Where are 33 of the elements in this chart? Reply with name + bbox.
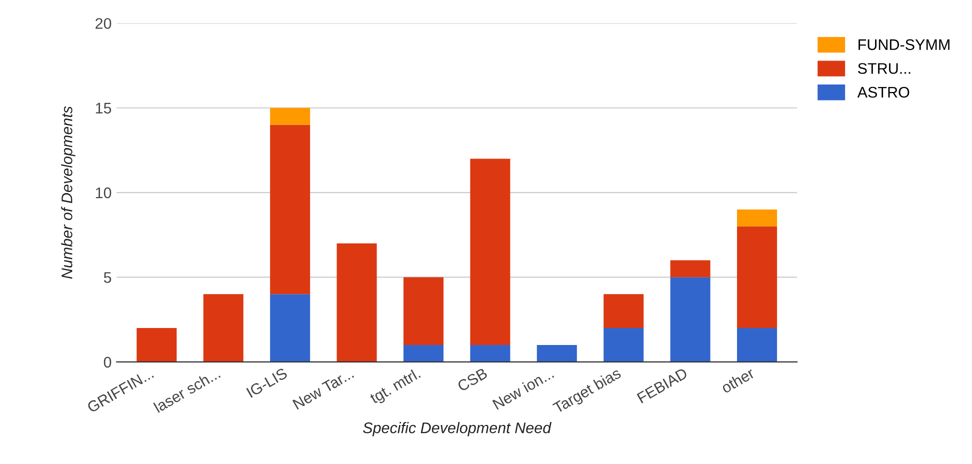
bar — [737, 328, 778, 362]
y-tick-label: 10 — [96, 187, 112, 198]
y-tick-label: 0 — [104, 356, 112, 368]
bar — [403, 344, 444, 362]
bar — [270, 294, 310, 362]
legend-label: STRU... — [858, 63, 910, 74]
x-tick-label: laser sch... — [153, 367, 221, 413]
bar — [470, 344, 510, 362]
x-axis-title: Specific Development Need — [363, 422, 552, 436]
bar — [403, 277, 444, 345]
bar — [470, 158, 510, 345]
x-tick-label: other — [720, 366, 756, 394]
y-tick-label: 5 — [104, 272, 112, 283]
x-tick-label: New Tar... — [292, 368, 354, 410]
bar — [670, 277, 710, 362]
x-tick-label: tgt. mtrl. — [368, 367, 422, 407]
y-axis-title: Number of Developments — [61, 106, 76, 279]
bar — [737, 209, 778, 226]
y-tick-label: 15 — [96, 102, 112, 114]
bar — [270, 108, 310, 125]
bar — [604, 294, 644, 328]
bar — [604, 328, 644, 362]
bar — [336, 243, 377, 362]
bar — [670, 260, 710, 278]
y-tick-label: 20 — [96, 18, 112, 29]
legend-label: FUND-SYMM — [858, 39, 950, 50]
bar — [737, 226, 778, 328]
bar — [536, 344, 577, 362]
bar — [270, 124, 310, 294]
legend-label: ASTRO — [857, 86, 910, 98]
bar — [136, 328, 177, 362]
bar — [203, 294, 244, 362]
x-tick-label: CSB — [456, 368, 488, 392]
